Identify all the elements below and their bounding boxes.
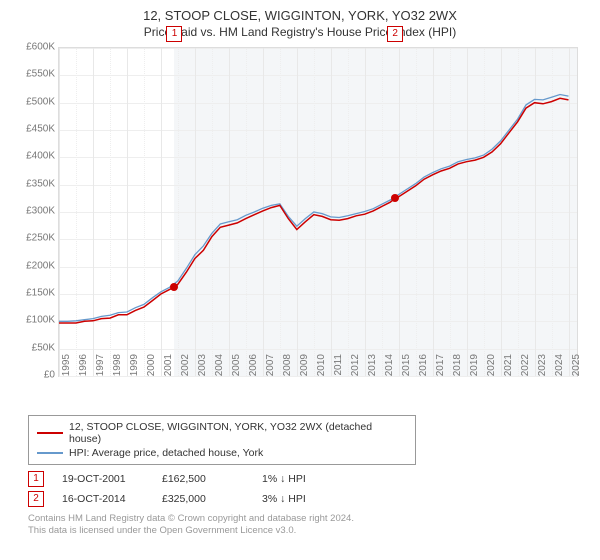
legend-item: 12, STOOP CLOSE, WIGGINTON, YORK, YO32 2…: [37, 420, 407, 446]
x-axis-label: 2005: [231, 354, 242, 382]
x-axis-label: 2004: [214, 354, 225, 382]
x-axis-label: 1996: [78, 354, 89, 382]
sale-marker-dot: [170, 283, 178, 291]
sales-list: 1 19-OCT-2001£162,5001% ↓ HPI 2 16-OCT-2014…: [12, 471, 588, 507]
footer-line2: This data is licensed under the Open Gov…: [28, 525, 588, 537]
y-axis-label: £600K: [17, 42, 55, 53]
y-axis-label: £300K: [17, 206, 55, 217]
sale-row-number: 2: [28, 491, 44, 507]
legend-box: 12, STOOP CLOSE, WIGGINTON, YORK, YO32 2…: [28, 415, 416, 465]
title-subtitle: Price paid vs. HM Land Registry's House …: [12, 25, 588, 39]
x-axis-label: 2009: [299, 354, 310, 382]
y-axis-label: £100K: [17, 315, 55, 326]
x-axis-label: 2014: [384, 354, 395, 382]
x-axis-label: 2023: [537, 354, 548, 382]
sale-row-number: 1: [28, 471, 44, 487]
y-axis-label: £150K: [17, 288, 55, 299]
y-axis-label: £550K: [17, 69, 55, 80]
x-axis-label: 2016: [418, 354, 429, 382]
chart-container: 12, STOOP CLOSE, WIGGINTON, YORK, YO32 2…: [0, 0, 600, 560]
x-axis-label: 2015: [401, 354, 412, 382]
legend-swatch: [37, 452, 63, 454]
line-series-svg: [59, 48, 577, 376]
sale-row: 1 19-OCT-2001£162,5001% ↓ HPI: [28, 471, 588, 487]
legend-label: HPI: Average price, detached house, York: [69, 447, 263, 459]
footer-line1: Contains HM Land Registry data © Crown c…: [28, 513, 588, 525]
legend-item: HPI: Average price, detached house, York: [37, 446, 407, 460]
x-axis-label: 1995: [61, 354, 72, 382]
sale-marker-number: 2: [387, 26, 403, 42]
sale-price: £162,500: [162, 473, 262, 485]
x-axis-label: 2022: [520, 354, 531, 382]
sale-diff: 3% ↓ HPI: [262, 493, 306, 505]
y-axis-label: £500K: [17, 96, 55, 107]
title-address: 12, STOOP CLOSE, WIGGINTON, YORK, YO32 2…: [12, 8, 588, 23]
y-axis-label: £250K: [17, 233, 55, 244]
y-axis-label: £350K: [17, 178, 55, 189]
x-axis-label: 2021: [503, 354, 514, 382]
x-axis-label: 2000: [146, 354, 157, 382]
x-axis-label: 2006: [248, 354, 259, 382]
x-axis-label: 2002: [180, 354, 191, 382]
sale-date: 19-OCT-2001: [62, 473, 162, 485]
sale-date: 16-OCT-2014: [62, 493, 162, 505]
x-axis-label: 2010: [316, 354, 327, 382]
series-subject: [59, 98, 569, 323]
x-axis-label: 2013: [367, 354, 378, 382]
x-axis-label: 1998: [112, 354, 123, 382]
x-axis-label: 2020: [486, 354, 497, 382]
x-axis-label: 1999: [129, 354, 140, 382]
series-hpi: [59, 95, 569, 322]
sale-marker-dot: [391, 194, 399, 202]
sale-price: £325,000: [162, 493, 262, 505]
x-axis-label: 2008: [282, 354, 293, 382]
y-axis-label: £400K: [17, 151, 55, 162]
chart-area: 12 £0 £50K £100K £150K £200K £250K £300K £350K £…: [18, 47, 578, 407]
y-axis-label: £50K: [17, 342, 55, 353]
sale-row: 2 16-OCT-2014£325,0003% ↓ HPI: [28, 491, 588, 507]
x-axis-label: 2025: [571, 354, 582, 382]
x-axis-label: 2012: [350, 354, 361, 382]
sale-diff: 1% ↓ HPI: [262, 473, 306, 485]
x-axis-label: 2017: [435, 354, 446, 382]
sale-marker-number: 1: [166, 26, 182, 42]
plot-region: 12: [58, 47, 578, 377]
x-axis-label: 2018: [452, 354, 463, 382]
y-axis-label: £450K: [17, 124, 55, 135]
footer-attribution: Contains HM Land Registry data © Crown c…: [28, 513, 588, 538]
x-axis-label: 2001: [163, 354, 174, 382]
y-axis-label: £0: [17, 370, 55, 381]
legend-label: 12, STOOP CLOSE, WIGGINTON, YORK, YO32 2…: [69, 421, 407, 445]
x-axis-label: 2011: [333, 354, 344, 382]
x-axis-label: 2007: [265, 354, 276, 382]
x-axis-label: 1997: [95, 354, 106, 382]
x-axis-label: 2024: [554, 354, 565, 382]
legend-swatch: [37, 432, 63, 434]
x-axis-label: 2003: [197, 354, 208, 382]
y-axis-label: £200K: [17, 260, 55, 271]
x-axis-label: 2019: [469, 354, 480, 382]
